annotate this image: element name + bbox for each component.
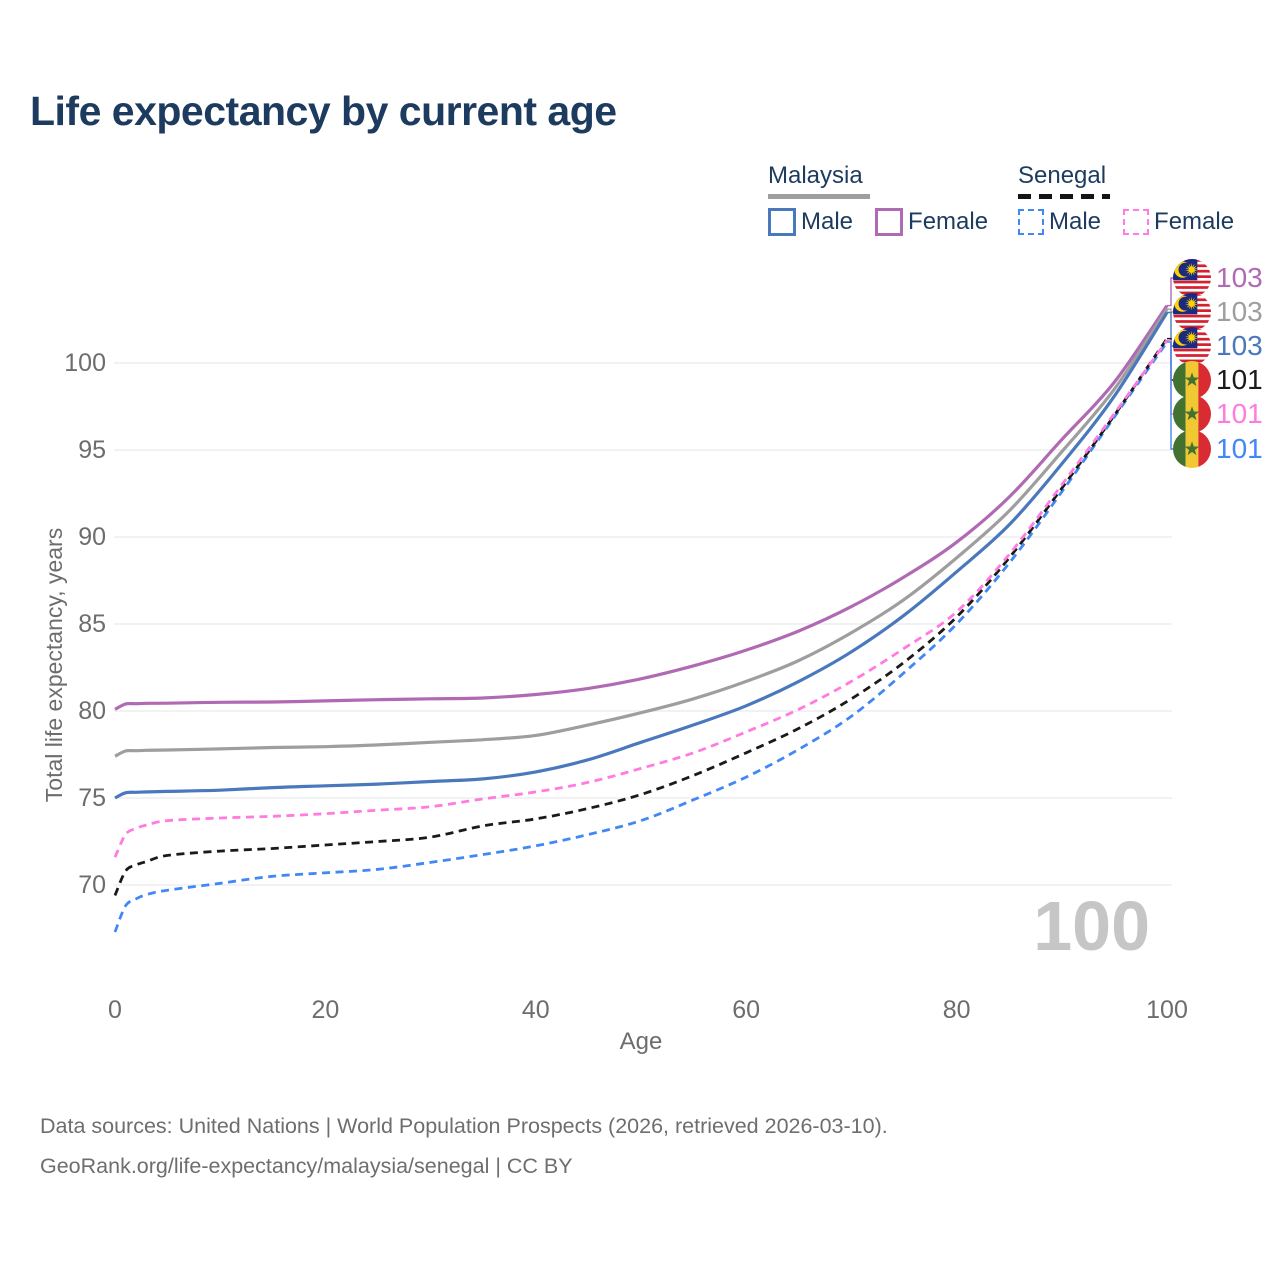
series-malaysia-male-line[interactable] bbox=[114, 311, 1169, 800]
legend-label-senegal-male: Male bbox=[1049, 208, 1102, 235]
x-tick-label-80: 80 bbox=[943, 996, 971, 1024]
end-label-leader-0 bbox=[1167, 277, 1173, 307]
legend-linestyle-malaysia bbox=[768, 194, 870, 199]
senegal-flag-icon bbox=[1173, 430, 1211, 468]
y-tick-label-75: 75 bbox=[78, 784, 106, 812]
data-sources-text: Data sources: United Nations | World Pop… bbox=[40, 1114, 888, 1138]
plot-area[interactable] bbox=[115, 340, 1172, 960]
end-label-value-malaysia-both-sexes: 103 bbox=[1216, 296, 1263, 327]
x-tick-label-20: 20 bbox=[311, 996, 339, 1024]
series-malaysia-female-line[interactable] bbox=[114, 304, 1169, 711]
y-axis-title: Total life expectancy, years bbox=[41, 528, 67, 802]
legend-label-senegal-female: Female bbox=[1154, 208, 1235, 235]
attribution-text: GeoRank.org/life-expectancy/malaysia/sen… bbox=[40, 1154, 573, 1178]
malaysia-flag-icon bbox=[1173, 293, 1211, 331]
end-label-value-senegal-both-sexes: 101 bbox=[1216, 364, 1263, 395]
legend-swatch-malaysia-female bbox=[875, 208, 904, 236]
legend-linestyle-senegal bbox=[1018, 194, 1110, 199]
series-senegal-both-sexes-line[interactable] bbox=[113, 337, 1169, 896]
legend-group-malaysia: Malaysia Male Female bbox=[768, 162, 988, 236]
end-label-leader-2 bbox=[1167, 311, 1173, 347]
end-label-value-senegal-male: 101 bbox=[1216, 433, 1263, 464]
legend-group-senegal: Senegal Male Female bbox=[1018, 162, 1234, 236]
page-title: Life expectancy by current age bbox=[30, 88, 617, 134]
legend-swatch-malaysia-male bbox=[768, 208, 796, 236]
x-axis-title: Age bbox=[620, 1028, 663, 1055]
legend-item-malaysia-male[interactable]: Male bbox=[768, 208, 853, 236]
legend-item-senegal-female[interactable]: Female bbox=[1123, 208, 1234, 236]
y-tick-label-90: 90 bbox=[78, 523, 106, 551]
y-tick-label-85: 85 bbox=[78, 610, 106, 638]
chart-footer: Data sources: United Nations | World Pop… bbox=[40, 1106, 888, 1186]
end-label-leader-1 bbox=[1167, 308, 1173, 313]
end-label-value-malaysia-female: 103 bbox=[1216, 262, 1263, 293]
legend-item-senegal-male[interactable]: Male bbox=[1018, 208, 1101, 236]
hover-age-watermark: 100 bbox=[1033, 887, 1150, 965]
series-senegal-male-line[interactable] bbox=[113, 341, 1169, 933]
legend-label-malaysia-male: Male bbox=[801, 208, 854, 235]
x-tick-label-100: 100 bbox=[1146, 996, 1188, 1024]
x-tick-label-40: 40 bbox=[522, 996, 550, 1024]
malaysia-flag-icon bbox=[1173, 327, 1211, 365]
series-senegal-female-line[interactable] bbox=[113, 339, 1169, 858]
legend-item-malaysia-female[interactable]: Female bbox=[875, 208, 988, 236]
senegal-flag-icon bbox=[1173, 361, 1211, 399]
senegal-flag-icon bbox=[1173, 395, 1211, 433]
legend-label-malaysia-female: Female bbox=[908, 208, 989, 235]
legend-country-malaysia[interactable]: Malaysia bbox=[768, 162, 863, 189]
end-label-value-senegal-female: 101 bbox=[1216, 398, 1263, 429]
y-tick-label-70: 70 bbox=[78, 871, 106, 899]
x-tick-label-0: 0 bbox=[108, 996, 122, 1024]
series-malaysia-both-sexes-line[interactable] bbox=[114, 308, 1169, 758]
malaysia-flag-icon bbox=[1173, 259, 1211, 297]
y-tick-label-95: 95 bbox=[78, 436, 106, 464]
legend-swatch-senegal-male bbox=[1018, 209, 1044, 235]
legend-swatch-senegal-female bbox=[1123, 209, 1150, 235]
y-tick-label-80: 80 bbox=[78, 697, 106, 725]
legend-country-senegal[interactable]: Senegal bbox=[1018, 162, 1107, 189]
end-label-value-malaysia-male: 103 bbox=[1216, 330, 1263, 361]
x-tick-label-60: 60 bbox=[732, 996, 760, 1024]
end-label-leader-5 bbox=[1167, 341, 1173, 450]
y-tick-label-100: 100 bbox=[64, 349, 106, 377]
